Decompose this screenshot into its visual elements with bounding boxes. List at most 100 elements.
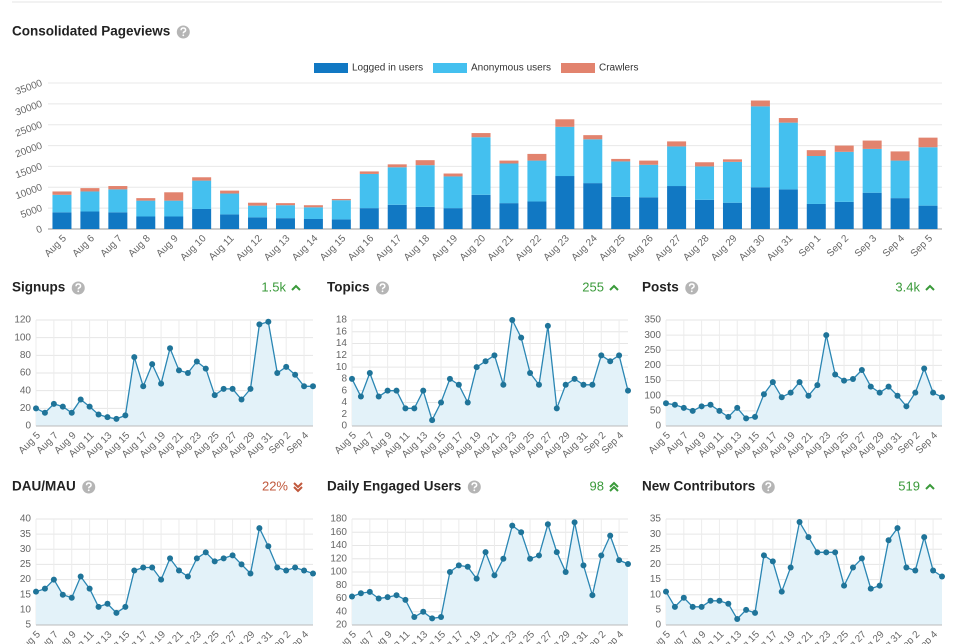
point xyxy=(589,592,596,599)
panel-title: Posts xyxy=(642,280,679,295)
point xyxy=(778,394,785,401)
help-dot xyxy=(182,34,185,37)
point xyxy=(778,588,785,595)
bar-segment xyxy=(192,177,212,181)
point xyxy=(500,381,507,388)
point xyxy=(625,387,631,394)
point xyxy=(220,555,227,562)
bar-segment xyxy=(890,160,910,199)
point xyxy=(698,603,705,610)
legend-label: Crawlers xyxy=(599,63,638,74)
point xyxy=(858,366,865,373)
point xyxy=(663,400,669,407)
legend-swatch xyxy=(433,63,467,73)
point xyxy=(876,389,883,396)
point xyxy=(832,549,839,556)
point xyxy=(769,558,776,565)
legend-label: Logged in users xyxy=(352,63,423,74)
bar-segment xyxy=(303,218,323,229)
point xyxy=(752,413,759,420)
point xyxy=(59,403,66,410)
y-tick-label: 160 xyxy=(330,527,347,538)
point xyxy=(104,600,111,607)
y-tick-label: 2 xyxy=(341,409,347,420)
point xyxy=(86,585,93,592)
y-tick-label: 10 xyxy=(20,604,32,615)
point xyxy=(509,522,516,529)
x-tick-label: Aug 5 xyxy=(43,233,70,260)
point xyxy=(698,403,705,410)
y-tick-label: 0 xyxy=(655,421,661,432)
point xyxy=(41,409,48,416)
y-tick-label: 14 xyxy=(336,338,348,349)
point xyxy=(562,569,569,575)
bar-segment xyxy=(220,190,240,194)
point xyxy=(402,405,409,412)
bar-segment xyxy=(555,126,575,177)
y-tick-label: 200 xyxy=(644,360,661,371)
point xyxy=(122,412,129,419)
point xyxy=(805,534,812,541)
point xyxy=(131,354,138,361)
point xyxy=(823,549,830,556)
point xyxy=(823,332,830,339)
point xyxy=(283,363,290,370)
x-tick-label: Aug 28 xyxy=(681,233,711,263)
bar-segment xyxy=(918,137,938,148)
point xyxy=(238,396,245,403)
point xyxy=(752,609,759,616)
bar-segment xyxy=(471,133,491,138)
bar-segment xyxy=(248,217,268,229)
point xyxy=(580,562,587,569)
point xyxy=(527,370,534,376)
point xyxy=(158,576,165,583)
y-tick-label: 300 xyxy=(644,330,661,341)
y-tick-label: 80 xyxy=(336,580,348,591)
bar-segment xyxy=(639,164,659,198)
y-tick-label: 140 xyxy=(330,540,347,551)
y-tick-label: 15 xyxy=(650,574,662,585)
point xyxy=(616,557,623,564)
point xyxy=(420,608,427,615)
point xyxy=(375,393,382,400)
area-fill xyxy=(666,335,942,426)
bar-segment xyxy=(834,201,854,229)
y-tick-label: 5 xyxy=(655,604,661,615)
bar-segment xyxy=(722,159,742,162)
area-fill xyxy=(352,522,628,625)
point xyxy=(158,380,165,387)
point xyxy=(841,377,848,384)
y-tick-label: 5000 xyxy=(19,203,44,221)
bar-segment xyxy=(108,212,128,229)
point xyxy=(921,365,928,372)
bar-segment xyxy=(834,145,854,152)
help-icon xyxy=(761,480,775,494)
point xyxy=(384,387,391,394)
point xyxy=(167,345,174,352)
point xyxy=(491,352,498,359)
bar-segment xyxy=(471,194,491,229)
help-dot xyxy=(767,489,770,492)
point xyxy=(41,585,48,592)
point xyxy=(366,588,373,595)
point xyxy=(95,411,102,418)
bar-segment xyxy=(108,186,128,190)
point xyxy=(509,317,516,323)
bar-segment xyxy=(667,186,687,229)
point xyxy=(616,352,623,359)
point xyxy=(607,358,614,365)
bar-segment xyxy=(611,196,631,229)
trend-arrow xyxy=(609,481,619,488)
bar-segment xyxy=(695,166,715,200)
headline-value: 519 xyxy=(898,478,920,493)
x-tick-label: Aug 19 xyxy=(430,233,460,263)
help-dot xyxy=(473,489,476,492)
point xyxy=(518,529,525,536)
point xyxy=(283,567,290,574)
x-tick-label: Aug 20 xyxy=(458,233,488,263)
headline-value: 22% xyxy=(262,478,288,493)
bar-segment xyxy=(499,163,519,204)
point xyxy=(292,371,299,378)
bar-segment xyxy=(359,208,379,229)
y-tick-label: 35000 xyxy=(14,78,44,98)
